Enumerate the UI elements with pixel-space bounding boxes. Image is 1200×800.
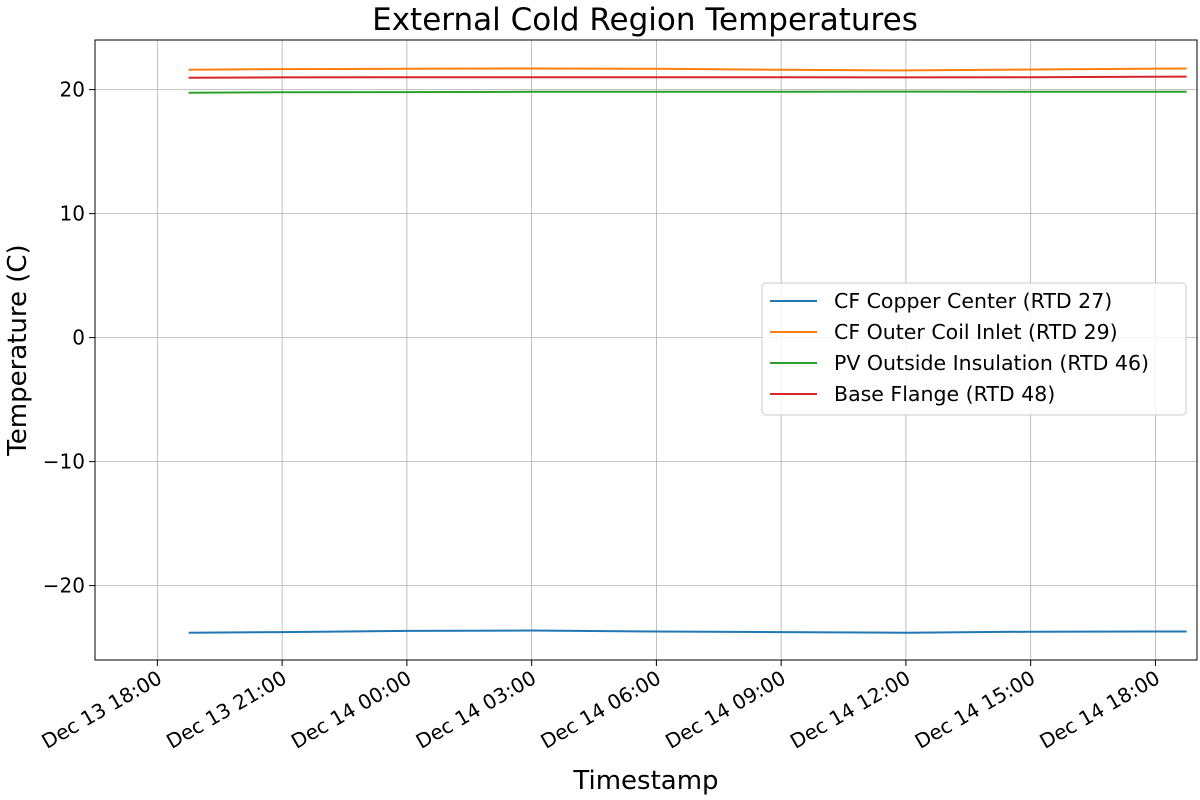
y-axis: 20 10 0 −10 −20: [43, 78, 95, 598]
chart-title: External Cold Region Temperatures: [372, 2, 918, 38]
series-line-3: [188, 90, 1187, 94]
x-tick-label: Dec 14 00:00: [287, 666, 415, 754]
x-tick-label: Dec 13 18:00: [37, 666, 165, 754]
x-axis-label: Timestamp: [572, 766, 718, 796]
series-line-4: [188, 75, 1187, 79]
y-tick-label: 20: [60, 78, 85, 102]
legend-label: PV Outside Insulation (RTD 46): [834, 351, 1149, 375]
plot-frame: [94, 39, 1198, 661]
x-tick-label: Dec 14 18:00: [1035, 666, 1163, 754]
x-tick-label: Dec 14 03:00: [412, 666, 540, 754]
x-tick-label: Dec 13 21:00: [162, 666, 290, 754]
x-tick-label: Dec 14 12:00: [786, 666, 914, 754]
y-tick-label: −10: [43, 450, 85, 474]
y-axis-label: Temperature (C): [3, 244, 33, 456]
legend-label: CF Copper Center (RTD 27): [834, 289, 1112, 313]
legend-label: Base Flange (RTD 48): [834, 382, 1055, 406]
series-line-1: [188, 629, 1187, 634]
legend-box: [761, 282, 1187, 416]
y-tick-label: −20: [43, 574, 85, 598]
y-tick-label: 0: [72, 326, 85, 350]
legend-label: CF Outer Coil Inlet (RTD 29): [834, 320, 1118, 344]
y-tick-label: 10: [60, 202, 85, 226]
series-layer: [188, 67, 1187, 634]
x-tick-label: Dec 14 15:00: [911, 666, 1039, 754]
x-tick-label: Dec 14 06:00: [536, 666, 664, 754]
series-line-2: [188, 67, 1187, 72]
x-tick-label: Dec 14 09:00: [661, 666, 789, 754]
legend: CF Copper Center (RTD 27) CF Outer Coil I…: [761, 282, 1187, 416]
